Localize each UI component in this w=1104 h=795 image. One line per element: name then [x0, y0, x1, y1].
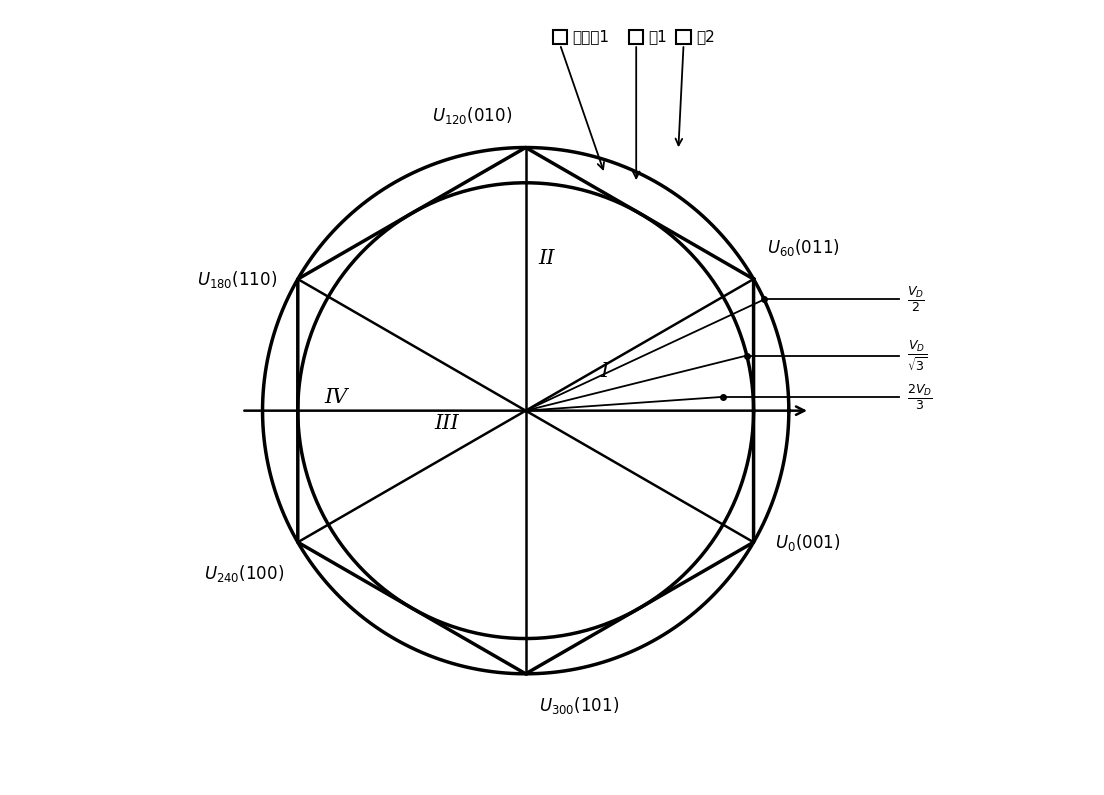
Text: $U_0(001)$: $U_0(001)$: [775, 532, 840, 553]
Text: 圆1: 圆1: [649, 29, 668, 45]
Text: $U_{180}(110)$: $U_{180}(110)$: [197, 269, 277, 289]
Text: $\frac{V_D}{2}$: $\frac{V_D}{2}$: [907, 285, 925, 314]
Text: 六边形1: 六边形1: [572, 29, 609, 45]
Text: $U_{240}(100)$: $U_{240}(100)$: [204, 564, 285, 584]
Text: $\frac{V_D}{\sqrt{3}}$: $\frac{V_D}{\sqrt{3}}$: [907, 338, 927, 373]
Text: $U_{300}(101)$: $U_{300}(101)$: [539, 695, 619, 716]
Text: IV: IV: [325, 388, 348, 407]
Bar: [553, 29, 567, 45]
Text: III: III: [434, 414, 459, 433]
Text: $U_{60}(011)$: $U_{60}(011)$: [767, 237, 839, 258]
Text: I: I: [601, 362, 608, 381]
Bar: [629, 29, 644, 45]
Text: II: II: [539, 249, 555, 268]
Bar: [677, 29, 691, 45]
Text: $U_{120}(010)$: $U_{120}(010)$: [433, 106, 512, 126]
Text: $\frac{2V_D}{3}$: $\frac{2V_D}{3}$: [907, 382, 933, 412]
Text: 圆2: 圆2: [697, 29, 714, 45]
